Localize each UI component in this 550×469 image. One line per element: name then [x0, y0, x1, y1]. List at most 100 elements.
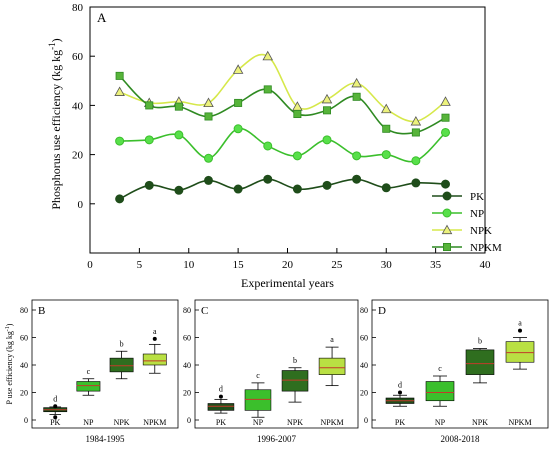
x-tick-label: 15: [233, 259, 245, 271]
panel-d-letter: D: [378, 305, 386, 317]
data-point-pk: [115, 194, 125, 204]
legend-label-npkm: NPKM: [470, 242, 502, 254]
data-point-npkm: [382, 124, 391, 133]
box-outlier: [218, 394, 223, 399]
data-point-pk: [381, 183, 391, 193]
panel-b: B 0 20 40 60 80 d PK c NP b NPK a NPKM 1984-1995: [20, 299, 179, 444]
box-outlier: [518, 328, 522, 333]
series-line-pk: [119, 178, 446, 200]
data-point-pk: [144, 180, 154, 190]
data-point-pk: [263, 174, 273, 184]
data-point-npk: [203, 97, 214, 108]
legend-label-np: NP: [470, 208, 484, 220]
panel-d: D 0 20 40 60 80 d PK c NP b NPK a NPKM 2008-2018: [360, 299, 549, 444]
panel-b-y-axis-label-superscript: -1: [5, 326, 11, 331]
panel-b-y-axis-label-end: ): [5, 323, 14, 326]
significance-letter: a: [153, 327, 157, 336]
y-tick-label: 0: [364, 416, 368, 425]
y-axis-label-superscript: -1: [47, 42, 57, 50]
box-np: [425, 381, 455, 402]
x-tick-label: 40: [480, 259, 492, 271]
significance-letter: b: [293, 356, 297, 365]
data-point-npkm: [115, 71, 124, 80]
legend-marker: [442, 242, 451, 251]
x-category-label: PK: [395, 418, 405, 427]
data-point-npk: [410, 115, 422, 126]
data-point-np: [352, 151, 362, 161]
significance-letter: c: [87, 367, 91, 376]
y-tick-label: 60: [20, 334, 28, 343]
data-point-pk: [411, 178, 421, 188]
panel-b-frame: [31, 299, 179, 429]
x-category-label: PK: [216, 418, 226, 427]
significance-letter: a: [330, 335, 334, 344]
x-tick-label: 30: [381, 259, 393, 271]
y-tick-label: 20: [20, 389, 28, 398]
significance-letter: d: [219, 385, 223, 394]
significance-letter: d: [53, 394, 57, 403]
panel-b-letter: B: [38, 305, 45, 317]
data-point-np: [292, 151, 302, 161]
data-point-pk: [441, 179, 450, 189]
data-point-npk: [351, 77, 362, 88]
data-point-pk: [322, 180, 332, 190]
significance-letter: c: [256, 371, 260, 380]
panel-b-y-axis-label: P use efficiency (kg kg-1): [5, 323, 14, 404]
x-tick-label: 35: [430, 259, 442, 271]
x-tick-label: 0: [87, 259, 93, 271]
panel-d-frame: [371, 299, 549, 429]
y-tick-label: 80: [360, 306, 368, 315]
y-tick-label: 20: [72, 150, 84, 162]
data-point-npk: [114, 86, 125, 96]
period-label: 1984-1995: [86, 434, 125, 444]
significance-letter: c: [438, 364, 442, 373]
data-point-np: [381, 150, 391, 160]
x-category-label: NPKM: [143, 418, 166, 427]
legend-label-npk: NPK: [470, 225, 492, 237]
data-point-npk: [440, 96, 451, 106]
data-point-npkm: [263, 85, 272, 94]
y-tick-label: 80: [20, 306, 28, 315]
y-tick-label: 20: [183, 389, 191, 398]
period-label: 2008-2018: [441, 434, 480, 444]
y-tick-label: 40: [360, 361, 368, 370]
box-outlier: [398, 390, 402, 395]
legend-marker: [441, 224, 453, 235]
box-pk: [207, 403, 235, 411]
data-point-pk: [233, 184, 243, 194]
significance-letter: a: [518, 319, 522, 328]
box-npk: [465, 349, 495, 375]
y-tick-label: 0: [187, 416, 191, 425]
data-point-np: [204, 153, 213, 163]
x-category-label: NPKM: [321, 418, 344, 427]
period-label: 1996-2007: [257, 434, 296, 444]
panel-a-letter: A: [97, 10, 107, 25]
x-category-label: NPK: [114, 418, 130, 427]
box-npk: [281, 370, 309, 392]
panel-a: A 0 20 40 60 80 0 5 10 15 20 25 30 35 40 Experimental y…: [47, 2, 502, 290]
data-point-npkm: [322, 106, 331, 115]
x-category-label: NP: [83, 418, 94, 427]
data-point-pk: [352, 174, 362, 184]
data-point-np: [322, 135, 332, 145]
series-line-npk: [119, 53, 446, 123]
data-point-np: [233, 124, 243, 134]
legend-marker: [442, 191, 452, 201]
legend-marker: [442, 208, 452, 218]
y-axis-label: Phosphorus use efficiency (kg kg-1): [47, 38, 63, 209]
y-tick-label: 40: [183, 361, 191, 370]
box-npkm: [505, 341, 535, 363]
box-npk: [109, 357, 134, 373]
data-point-np: [441, 127, 450, 137]
x-tick-label: 20: [282, 259, 294, 271]
y-tick-label: 60: [72, 51, 84, 63]
data-point-npkm: [411, 128, 420, 137]
panel-c-frame: [194, 299, 359, 429]
y-tick-label: 20: [360, 389, 368, 398]
panel-a-frame: [89, 6, 486, 254]
y-tick-label: 40: [20, 361, 28, 370]
data-point-npkm: [174, 102, 183, 111]
box-np: [76, 381, 101, 392]
y-tick-label: 0: [24, 416, 28, 425]
